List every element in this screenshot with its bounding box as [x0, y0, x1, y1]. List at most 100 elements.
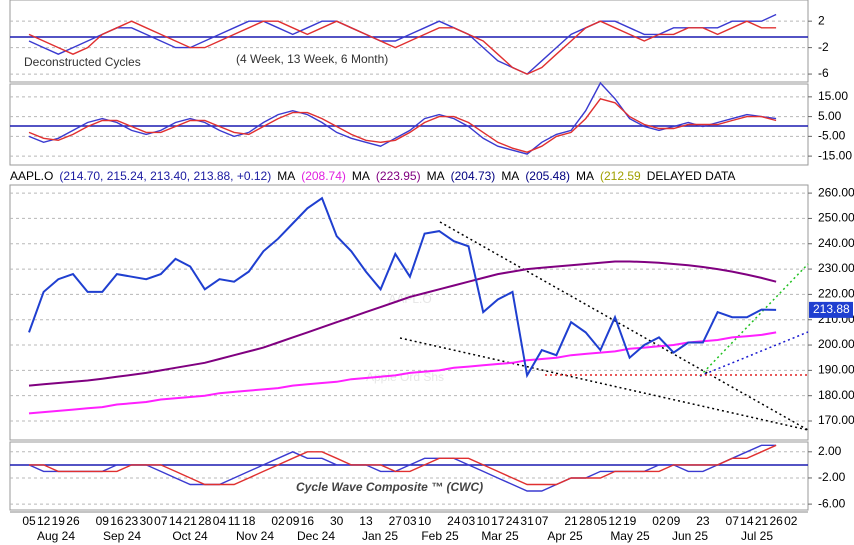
y-tick-label: 2 — [818, 13, 825, 27]
month-label: Aug 24 — [37, 529, 75, 543]
x-tick-label: 05 — [594, 514, 608, 528]
last-price-box — [809, 301, 853, 318]
y-tick-label: 2.00 — [818, 444, 842, 458]
month-label: Sep 24 — [103, 529, 141, 543]
x-tick-label: 27 — [389, 514, 403, 528]
quote-header: AAPL.O (214.70, 215.24, 213.40, 213.88, +… — [10, 169, 735, 183]
y-tick-label: 200.00 — [818, 337, 854, 351]
x-tick-label: 26 — [769, 514, 783, 528]
series-line — [28, 13, 777, 75]
x-tick-label: 02 — [784, 514, 798, 528]
x-tick-label: 14 — [740, 514, 754, 528]
quote-item: MA — [427, 169, 445, 183]
y-tick-label: -2 — [818, 40, 829, 54]
panel-title: Deconstructed Cycles — [24, 55, 141, 69]
month-label: Oct 24 — [172, 529, 208, 543]
x-tick-label: 26 — [66, 514, 80, 528]
y-tick-label: -6 — [818, 66, 829, 80]
x-tick-label: 09 — [96, 514, 110, 528]
y-tick-label: -15.00 — [818, 148, 852, 162]
x-tick-label: 05 — [22, 514, 36, 528]
quote-item: MA — [501, 169, 519, 183]
y-tick-label: 190.00 — [818, 363, 854, 377]
y-tick-label: 250.00 — [818, 211, 854, 225]
x-tick-label: 16 — [110, 514, 124, 528]
x-tick-label: 03 — [403, 514, 417, 528]
quote-item: (212.59 — [600, 169, 641, 183]
month-label: Mar 25 — [481, 529, 519, 543]
x-tick-label: 10 — [418, 514, 432, 528]
x-tick-label: 30 — [330, 514, 344, 528]
month-label: Jan 25 — [362, 529, 398, 543]
x-tick-label: 24 — [447, 514, 461, 528]
x-tick-label: 04 — [213, 514, 227, 528]
series-line — [28, 444, 777, 492]
trend-line — [439, 221, 809, 431]
x-tick-label: 07 — [154, 514, 168, 528]
y-tick-label: 170.00 — [818, 413, 854, 427]
panel — [9, 184, 809, 441]
panel — [9, 441, 809, 511]
x-tick-label: 21 — [564, 514, 578, 528]
quote-item: AAPL.O — [10, 169, 53, 183]
y-tick-label: 5.00 — [818, 109, 842, 123]
x-tick-label: 16 — [301, 514, 315, 528]
month-label: Jun 25 — [672, 529, 708, 543]
y-tick-label: 230.00 — [818, 261, 854, 275]
y-tick-label: 15.00 — [818, 89, 848, 103]
y-tick-label: -5.00 — [818, 129, 846, 143]
x-tick-label: 02 — [271, 514, 285, 528]
trend-line — [699, 263, 809, 377]
x-tick-label: 21 — [755, 514, 769, 528]
x-tick-label: 18 — [242, 514, 256, 528]
x-tick-label: 10 — [476, 514, 490, 528]
y-tick-label: 240.00 — [818, 236, 854, 250]
x-tick-label: 30 — [140, 514, 154, 528]
series-line — [28, 196, 777, 379]
x-tick-label: 11 — [228, 514, 241, 528]
quote-item: MA — [277, 169, 295, 183]
y-tick-label: 220.00 — [818, 287, 854, 301]
x-tick-label: 02 — [652, 514, 666, 528]
x-tick-label: 28 — [579, 514, 593, 528]
quote-item: (223.95) — [376, 169, 421, 183]
series-line — [28, 260, 777, 387]
x-tick-label: 13 — [359, 514, 373, 528]
month-label: Apr 25 — [547, 529, 583, 543]
y-tick-label: -2.00 — [818, 470, 846, 484]
series-line — [29, 444, 777, 486]
x-tick-label: 24 — [506, 514, 520, 528]
quote-item: (214.70, 215.24, 213.40, 213.88, +0.12) — [59, 169, 271, 183]
quote-item: (208.74) — [301, 169, 346, 183]
x-tick-label: 19 — [52, 514, 66, 528]
watermark: AAPL.O — [388, 292, 431, 306]
month-label: Dec 24 — [297, 529, 335, 543]
x-tick-label: 21 — [183, 514, 197, 528]
quote-item: (205.48) — [525, 169, 570, 183]
x-tick-label: 07 — [535, 514, 549, 528]
month-label: Feb 25 — [421, 529, 459, 543]
watermark-subtitle: Apple Ord Shs — [366, 370, 444, 384]
x-tick-label: 03 — [462, 514, 476, 528]
last-price-label: 213.88 — [813, 302, 850, 316]
x-tick-label: 09 — [286, 514, 300, 528]
quote-item: DELAYED DATA — [647, 169, 736, 183]
x-tick-label: 12 — [37, 514, 51, 528]
quote-item: MA — [352, 169, 370, 183]
series-line — [28, 331, 777, 415]
panel-subtitle: (4 Week, 13 Week, 6 Month) — [236, 52, 388, 66]
quote-item: MA — [576, 169, 594, 183]
series-line — [28, 20, 777, 75]
quote-item: (204.73) — [451, 169, 496, 183]
month-label: May 25 — [610, 529, 650, 543]
month-label: Nov 24 — [236, 529, 274, 543]
x-tick-label: 09 — [667, 514, 681, 528]
month-label: Jul 25 — [741, 529, 773, 543]
x-tick-label: 31 — [520, 514, 534, 528]
x-tick-label: 17 — [491, 514, 505, 528]
y-tick-label: 180.00 — [818, 388, 854, 402]
panel-title: Cycle Wave Composite ™ (CWC) — [296, 480, 483, 494]
x-tick-label: 12 — [608, 514, 622, 528]
x-tick-label: 23 — [125, 514, 139, 528]
